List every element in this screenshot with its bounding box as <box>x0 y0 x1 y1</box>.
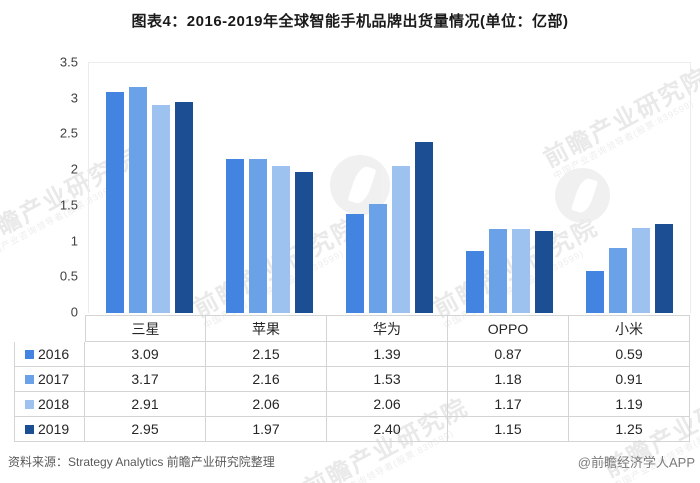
legend-swatch-2019 <box>25 424 34 434</box>
bar-2019-三星 <box>174 102 193 313</box>
bar-2017-华为 <box>369 203 387 313</box>
table-value-2019-华为: 2.40 <box>327 417 448 442</box>
bar-2017-苹果 <box>248 158 267 313</box>
table-value-2017-小米: 0.91 <box>569 367 690 392</box>
bar-2018-三星 <box>151 105 170 313</box>
table-value-2017-三星: 3.17 <box>85 367 206 392</box>
table-value-2016-华为: 1.39 <box>327 342 448 367</box>
bar-2019-华为 <box>415 141 433 313</box>
table-value-2019-苹果: 1.97 <box>206 417 327 442</box>
y-tick-label: 3.5 <box>59 54 78 70</box>
plot-area <box>88 62 691 313</box>
y-tick-label: 2 <box>70 161 78 177</box>
legend-year-text: 2019 <box>38 421 70 437</box>
bar-2018-小米 <box>632 228 651 313</box>
bar-2018-华为 <box>392 165 410 313</box>
y-tick-label: 0.5 <box>59 268 78 284</box>
y-tick-label: 1.5 <box>59 197 78 213</box>
table-value-2018-苹果: 2.06 <box>206 392 327 417</box>
legend-year-text: 2018 <box>38 396 70 412</box>
table-value-2018-三星: 2.91 <box>85 392 206 417</box>
bar-2018-苹果 <box>271 165 290 313</box>
bar-group-小米 <box>570 63 690 313</box>
chart-title: 图表4：2016-2019年全球智能手机品牌出货量情况(单位：亿部) <box>131 13 569 30</box>
y-tick-label: 1 <box>70 233 78 249</box>
bar-group-华为 <box>329 63 449 313</box>
data-table: 三星 苹果 华为 OPPO 小米 2016 3.09 2.15 1.39 0.87 0.59 2017… <box>14 315 690 442</box>
y-tick-label: 0 <box>70 304 78 320</box>
bar-2017-三星 <box>128 86 147 313</box>
table-value-2017-华为: 1.53 <box>327 367 448 392</box>
source-note: 资料来源：Strategy Analytics 前瞻产业研究院整理 <box>8 455 275 469</box>
y-axis: 3.5 3 2.5 2 1.5 1 0.5 0 <box>28 55 78 320</box>
bar-2019-苹果 <box>294 172 313 313</box>
table-value-2016-苹果: 2.15 <box>206 342 327 367</box>
table-value-2018-华为: 2.06 <box>327 392 448 417</box>
bar-2017-OPPO <box>489 228 508 313</box>
bar-2017-小米 <box>609 248 628 313</box>
bar-group-OPPO <box>450 63 570 313</box>
table-header-苹果: 苹果 <box>206 315 327 342</box>
table-value-2019-三星: 2.95 <box>85 417 206 442</box>
bar-2019-OPPO <box>535 230 554 313</box>
table-value-2018-OPPO: 1.17 <box>448 392 569 417</box>
table-header-小米: 小米 <box>569 315 690 342</box>
table-header-三星: 三星 <box>85 315 206 342</box>
legend-row-label-2019: 2019 <box>14 417 85 442</box>
legend-swatch-2016 <box>25 349 34 359</box>
table-value-2019-小米: 1.25 <box>569 417 690 442</box>
table-value-2017-苹果: 2.16 <box>206 367 327 392</box>
table-header-华为: 华为 <box>327 315 448 342</box>
bar-2019-小米 <box>655 223 674 313</box>
y-tick-label: 2.5 <box>59 125 78 141</box>
y-tick-label: 3 <box>70 90 78 106</box>
legend-row-label-2016: 2016 <box>14 342 85 367</box>
bar-2016-OPPO <box>466 250 485 313</box>
credit-note: @前瞻经济学人APP <box>577 455 695 470</box>
bar-2016-华为 <box>346 213 364 313</box>
table-value-2016-三星: 3.09 <box>85 342 206 367</box>
table-value-2017-OPPO: 1.18 <box>448 367 569 392</box>
legend-row-label-2017: 2017 <box>14 367 85 392</box>
table-value-2016-OPPO: 0.87 <box>448 342 569 367</box>
table-header-OPPO: OPPO <box>448 315 569 342</box>
table-value-2016-小米: 0.59 <box>569 342 690 367</box>
bar-2016-小米 <box>586 270 605 313</box>
table-corner-cell <box>14 315 85 340</box>
bar-2016-苹果 <box>225 159 244 313</box>
bar-2016-三星 <box>105 92 124 313</box>
table-value-2018-小米: 1.19 <box>569 392 690 417</box>
bar-group-苹果 <box>209 63 329 313</box>
bar-group-三星 <box>89 63 209 313</box>
legend-swatch-2017 <box>25 374 34 384</box>
bar-2018-OPPO <box>512 229 531 313</box>
legend-year-text: 2016 <box>38 346 70 362</box>
table-value-2019-OPPO: 1.15 <box>448 417 569 442</box>
legend-swatch-2018 <box>25 399 34 409</box>
legend-row-label-2018: 2018 <box>14 392 85 417</box>
legend-year-text: 2017 <box>38 371 70 387</box>
